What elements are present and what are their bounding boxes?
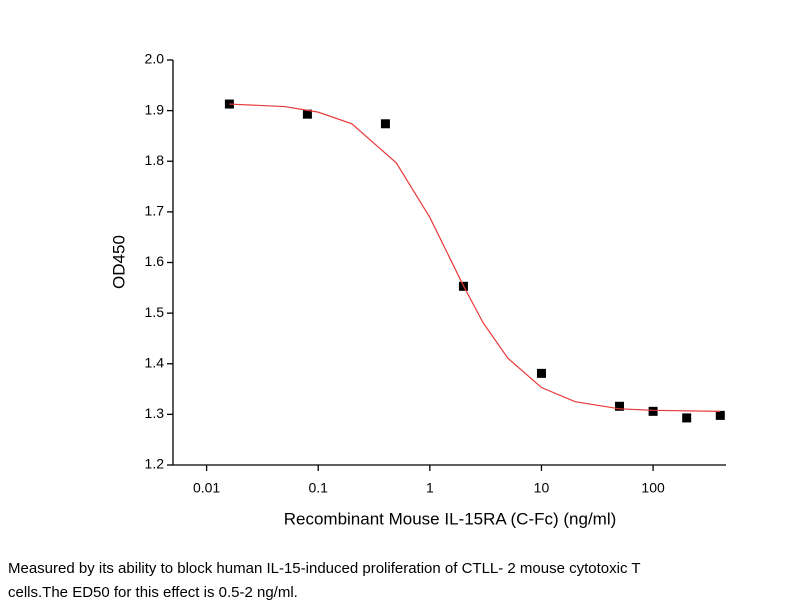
y-axis-label: OD450: [109, 235, 128, 289]
data-point: [682, 413, 692, 423]
x-tick-label: 100: [641, 480, 665, 496]
y-tick-label: 2.0: [145, 51, 165, 67]
data-point: [380, 119, 390, 129]
y-tick-label: 1.3: [145, 405, 165, 421]
data-point: [536, 368, 546, 378]
data-point: [715, 410, 725, 420]
y-tick-label: 1.6: [145, 253, 165, 269]
x-tick-label: 1: [426, 480, 434, 496]
x-axis-label: Recombinant Mouse IL-15RA (C-Fc) (ng/ml): [284, 509, 617, 528]
data-point: [224, 99, 234, 109]
caption-line: cells.The ED50 for this effect is 0.5-2 …: [8, 584, 298, 601]
data-point: [302, 109, 312, 119]
x-tick-label: 10: [534, 480, 550, 496]
y-tick-label: 1.8: [145, 152, 165, 168]
x-tick-label: 0.01: [193, 480, 220, 496]
y-tick-label: 1.2: [145, 456, 165, 472]
data-point: [648, 406, 658, 416]
fit-curve: [229, 103, 721, 412]
data-point: [614, 401, 624, 411]
y-tick-label: 1.9: [145, 101, 165, 117]
y-tick-label: 1.4: [145, 354, 165, 370]
y-tick-label: 1.5: [145, 304, 165, 320]
caption-line: Measured by its ability to block human I…: [8, 560, 641, 577]
x-tick-label: 0.1: [308, 480, 328, 496]
y-tick-label: 1.7: [145, 203, 165, 219]
